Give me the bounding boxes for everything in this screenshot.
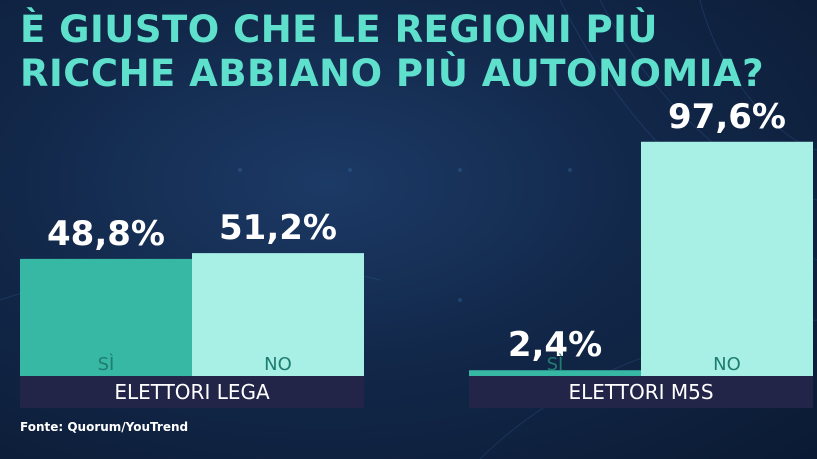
group-band-m5s xyxy=(469,376,813,408)
group-label-lega: ELETTORI LEGA xyxy=(114,380,270,404)
group-label-m5s: ELETTORI M5S xyxy=(568,380,713,404)
category-label-m5s-no: NO xyxy=(713,354,741,375)
category-label-lega-no: NO xyxy=(264,354,292,375)
bar-lega-no xyxy=(192,253,364,376)
bar-m5s-no xyxy=(641,141,813,376)
category-label-m5s-si: SÌ xyxy=(547,353,564,375)
value-label-lega-no: 51,2% xyxy=(219,208,337,248)
bar-lega-si xyxy=(20,258,192,376)
value-label-m5s-no: 97,6% xyxy=(668,97,786,137)
value-label-lega-si: 48,8% xyxy=(47,214,165,254)
group-band-lega xyxy=(20,376,364,408)
source-note: Fonte: Quorum/YouTrend xyxy=(20,420,189,434)
value-label-m5s-si: 2,4% xyxy=(508,325,602,365)
category-label-lega-si: SÌ xyxy=(98,353,115,375)
bar-m5s-si xyxy=(469,370,641,376)
chart-title: È GIUSTO CHE LE REGIONI PIÙ RICCHE ABBIA… xyxy=(20,8,765,95)
